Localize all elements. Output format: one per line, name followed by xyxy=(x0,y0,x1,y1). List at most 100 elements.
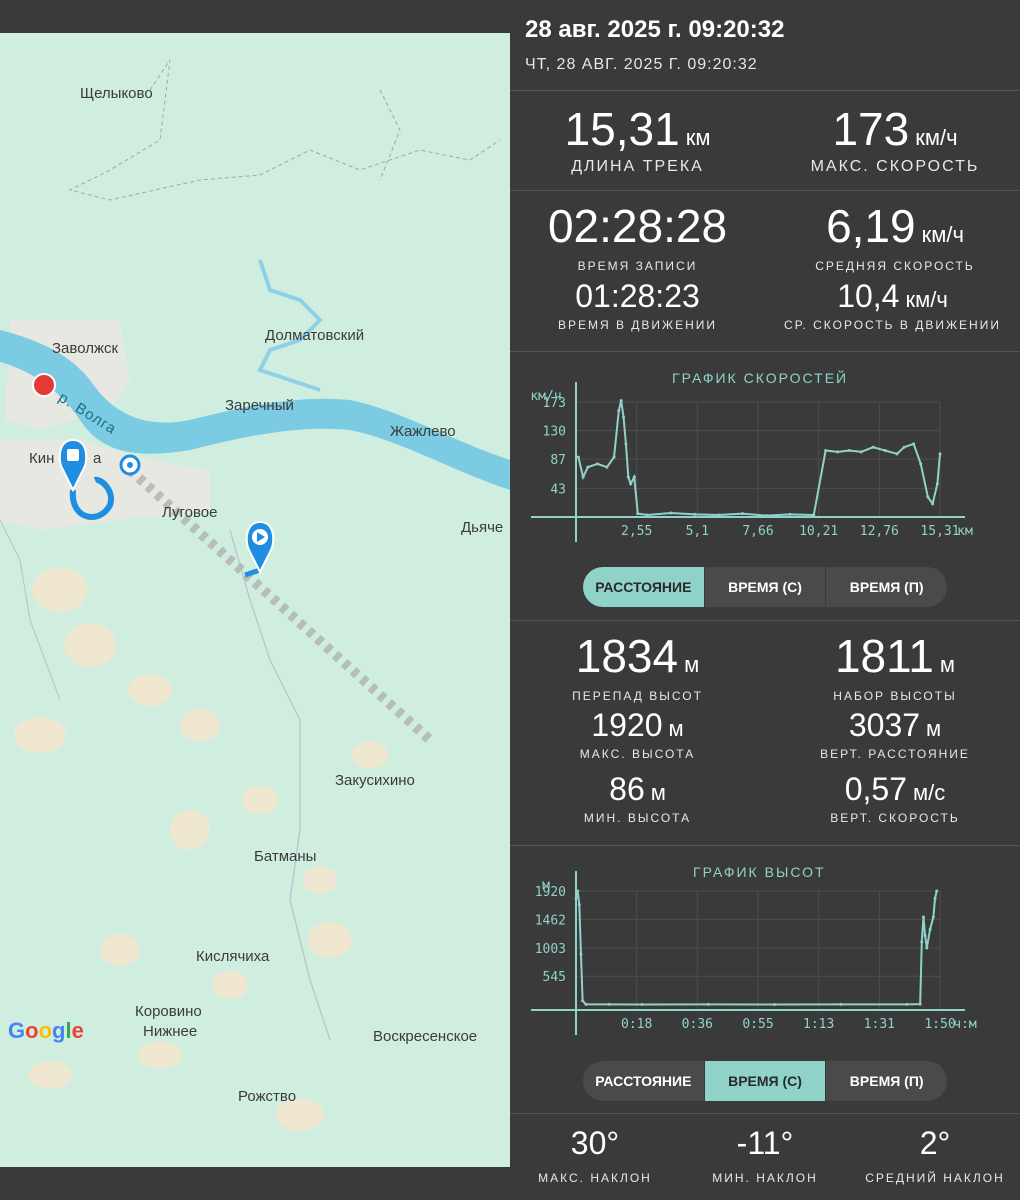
place-label: Заволжск xyxy=(52,340,119,357)
x-tick-label: 5,1 xyxy=(686,524,709,539)
max-slope-stat: 30° МАКС. НАКЛОН xyxy=(538,1125,652,1185)
record-time-stat: 02:28:28 ВРЕМЯ ЗАПИСИ xyxy=(547,200,728,273)
data-point xyxy=(581,999,585,1003)
data-point xyxy=(740,512,744,516)
data-point xyxy=(895,452,899,456)
tab-time-p[interactable]: ВРЕМЯ (П) xyxy=(825,567,947,607)
data-point xyxy=(764,514,768,518)
y-tick-label: 1920 xyxy=(535,885,566,900)
place-label: Коровино xyxy=(135,1003,202,1020)
data-point xyxy=(607,1002,611,1006)
place-label: Кислячиха xyxy=(196,948,270,965)
x-tick-label: 7,66 xyxy=(742,524,773,539)
x-tick-label: 1:31 xyxy=(864,1017,895,1032)
data-point xyxy=(919,462,923,466)
x-tick-label: 0:36 xyxy=(682,1017,713,1032)
speed-chart[interactable]: 173 130 87 43 2,55 5,1 7,66 10,21 12,76 15,31 км/ч… xyxy=(510,360,1020,560)
data-point xyxy=(586,465,590,469)
data-point xyxy=(928,927,932,931)
vert-speed-stat: 0,57 м/с ВЕРТ. СКОРОСТЬ xyxy=(830,771,960,825)
place-label: Щелыково xyxy=(80,85,153,102)
data-point xyxy=(933,896,937,900)
place-label: Батманы xyxy=(254,848,317,865)
data-point xyxy=(605,465,609,469)
y-axis-unit: м xyxy=(542,878,550,893)
min-alt-stat: 86 м МИН. ВЫСОТА xyxy=(583,771,692,825)
track-date-subtitle: ЧТ, 28 АВГ. 2025 Г. 09:20:32 xyxy=(525,56,758,73)
data-point xyxy=(577,903,581,907)
map-canvas[interactable] xyxy=(0,33,510,1167)
data-point xyxy=(912,442,916,446)
x-tick-label: 1:50 xyxy=(924,1017,955,1032)
data-point xyxy=(839,1002,843,1006)
avg-slope-stat: 2° СРЕДНИЙ НАКЛОН xyxy=(865,1125,1005,1185)
google-logo: Google xyxy=(8,1018,84,1043)
data-point xyxy=(824,449,828,453)
speed-chart-mode-tabs: РАССТОЯНИЕ ВРЕМЯ (С) ВРЕМЯ (П) xyxy=(583,567,947,607)
data-point xyxy=(581,475,585,479)
max-alt-stat: 1920 м МАКС. ВЫСОТА xyxy=(579,707,696,761)
data-point xyxy=(584,1002,588,1006)
min-slope-stat: -11° МИН. НАКЛОН xyxy=(712,1125,818,1185)
data-point xyxy=(717,513,721,517)
data-point xyxy=(847,449,851,453)
data-point xyxy=(859,450,863,454)
track-straight xyxy=(126,466,434,744)
data-point xyxy=(612,455,616,459)
place-label: Закусихино xyxy=(335,772,415,789)
place-label: Дьяче xyxy=(461,519,504,536)
tab-time-p[interactable]: ВРЕМЯ (П) xyxy=(825,1061,947,1101)
x-tick-label: 0:55 xyxy=(742,1017,773,1032)
place-label: Долматовский xyxy=(265,327,365,344)
data-point xyxy=(925,946,929,950)
data-point xyxy=(576,455,580,459)
altitude-chart[interactable]: 1920 1462 1003 545 0:18 0:36 0:55 1:13 1:31 1:50 м… xyxy=(510,855,1020,1055)
speed-chart-title: ГРАФИК СКОРОСТЕЙ xyxy=(672,370,849,386)
tab-distance[interactable]: РАССТОЯНИЕ xyxy=(583,567,704,607)
data-point xyxy=(579,952,583,956)
track-loop xyxy=(69,476,114,520)
map-view[interactable]: Щелыково Заволжск Долматовский Заречный … xyxy=(0,33,510,1167)
data-point xyxy=(836,450,840,454)
data-point xyxy=(923,934,927,938)
data-point xyxy=(626,475,630,479)
avg-moving-speed-stat: 10,4 км/ч СР. СКОРОСТЬ В ДВИЖЕНИИ xyxy=(784,278,1001,332)
place-label: а xyxy=(93,450,102,467)
data-point xyxy=(931,502,935,506)
data-point xyxy=(938,452,942,456)
y-tick-label: 545 xyxy=(543,970,566,985)
max-speed-stat: 173 км/ч МАКС. СКОРОСТЬ xyxy=(810,103,980,175)
data-point xyxy=(617,409,621,413)
tab-time-s[interactable]: ВРЕМЯ (С) xyxy=(703,567,826,607)
x-axis-unit: км xyxy=(957,524,973,539)
data-point xyxy=(595,462,599,466)
data-point xyxy=(918,1002,922,1006)
x-tick-label: 15,31 xyxy=(920,524,959,539)
altitude-chart-mode-tabs: РАССТОЯНИЕ ВРЕМЯ (С) ВРЕМЯ (П) xyxy=(583,1061,947,1101)
tab-time-s[interactable]: ВРЕМЯ (С) xyxy=(703,1061,826,1101)
x-axis-unit: ч:м xyxy=(953,1017,977,1032)
data-point xyxy=(921,915,925,919)
place-label: Рожство xyxy=(238,1088,297,1105)
data-point xyxy=(624,442,628,446)
series-line xyxy=(577,400,941,517)
x-tick-label: 10,21 xyxy=(799,524,838,539)
place-label: Луговое xyxy=(162,504,218,521)
volga-river xyxy=(0,330,510,490)
y-tick-label: 173 xyxy=(543,396,566,411)
tab-distance[interactable]: РАССТОЯНИЕ xyxy=(595,1073,692,1089)
avg-speed-stat: 6,19 км/ч СРЕДНЯЯ СКОРОСТЬ xyxy=(815,200,975,273)
red-marker-icon xyxy=(32,373,56,397)
x-tick-label: 1:13 xyxy=(803,1017,834,1032)
data-point xyxy=(622,415,626,419)
data-point xyxy=(788,512,792,516)
data-point xyxy=(636,512,640,516)
data-point xyxy=(812,513,816,517)
data-point xyxy=(669,511,673,515)
stats-panel: 28 авг. 2025 г. 09:20:32 ЧТ, 28 АВГ. 202… xyxy=(510,0,1020,1200)
data-point xyxy=(629,482,633,486)
data-point xyxy=(619,399,623,403)
y-axis-unit: км/ч xyxy=(530,389,561,404)
data-point xyxy=(871,445,875,449)
track-length-stat: 15,31 км ДЛИНА ТРЕКА xyxy=(564,103,711,175)
